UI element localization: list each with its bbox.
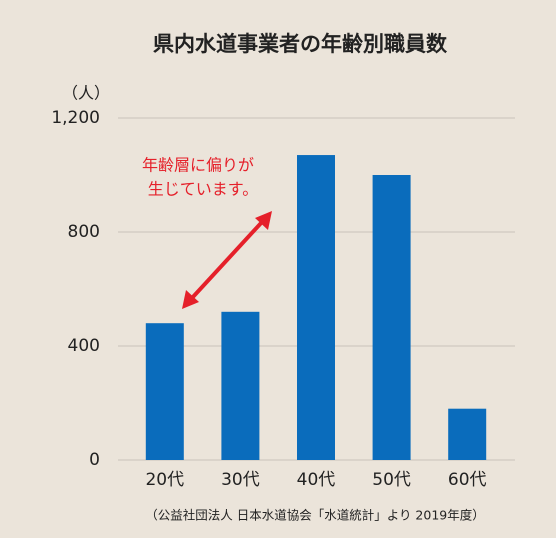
bar	[146, 323, 184, 460]
y-tick-label: 800	[68, 222, 100, 242]
x-tick-label: 20代	[145, 470, 184, 490]
y-tick-label: 1,200	[51, 108, 100, 128]
x-tick-label: 50代	[372, 470, 411, 490]
x-tick-label: 40代	[297, 470, 336, 490]
bar	[297, 155, 335, 460]
bar	[448, 409, 486, 460]
y-tick-label: 0	[89, 450, 100, 470]
x-tick-label: 60代	[448, 470, 487, 490]
y-axis-label: （人）	[62, 84, 110, 103]
bar	[221, 312, 259, 460]
source-note: （公益社団法人 日本水道協会「水道統計」より 2019年度）	[145, 508, 485, 523]
annotation-text: 年齢層に偏りが	[142, 156, 254, 175]
bar	[373, 175, 411, 460]
annotation-text: 生じています。	[148, 180, 258, 199]
chart: 県内水道事業者の年齢別職員数 （人） （公益社団法人 日本水道協会「水道統計」よ…	[0, 0, 556, 538]
chart-title: 県内水道事業者の年齢別職員数	[153, 32, 448, 56]
y-tick-label: 400	[68, 336, 100, 356]
x-tick-label: 30代	[221, 470, 260, 490]
